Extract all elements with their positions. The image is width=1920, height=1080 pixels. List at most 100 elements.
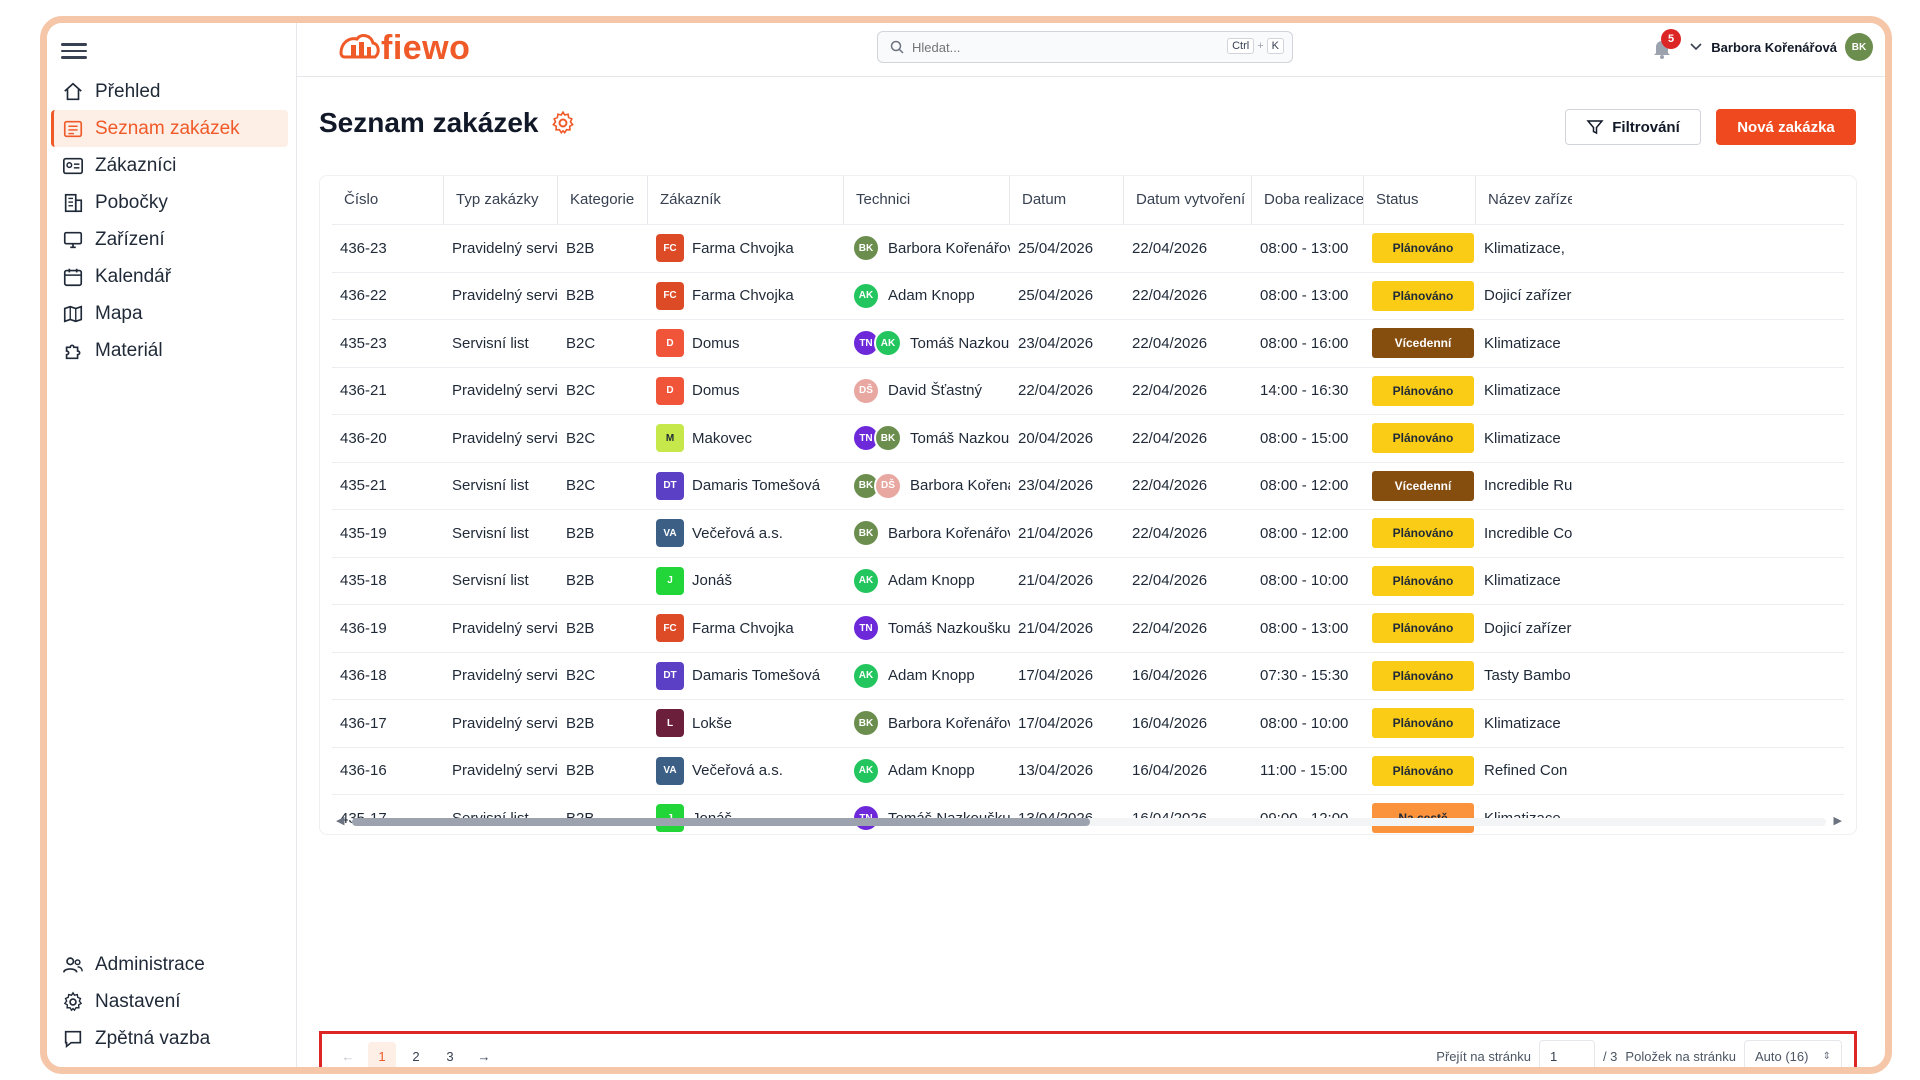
cell-datum: 23/04/2026 [1010,463,1124,510]
column-header[interactable]: Doba realizace [1252,176,1364,224]
table-row[interactable]: 436-17 Pravidelný servis B2B L Lokše BK Barbor… [332,699,1844,747]
created-date: 22/04/2026 [1132,429,1208,447]
cell-cislo: 436-22 [332,273,444,320]
new-order-button[interactable]: Nová zakázka [1716,109,1856,145]
notifications-button[interactable]: 5 [1651,29,1681,61]
prev-page-button[interactable]: ← [341,1048,355,1064]
order-number: 436-23 [340,239,387,257]
customer-avatar: DT [656,661,684,690]
scroll-left-icon[interactable]: ◀ [336,815,345,827]
cell-datum-vytvoreni: 22/04/2026 [1124,415,1252,462]
sidebar-bottom-item-2[interactable]: Zpětná vazba [51,1020,288,1057]
gear-icon[interactable] [550,110,576,136]
column-header[interactable]: Datum vytvoření [1124,176,1252,224]
sidebar-item-7[interactable]: Materiál [51,332,288,369]
status-badge: Plánováno [1372,613,1474,644]
sidebar-item-1[interactable]: Seznam zakázek [51,110,288,147]
cell-doba: 08:00 - 13:00 [1252,225,1364,272]
technician-avatar: BK [852,709,880,738]
table-row[interactable]: 435-18 Servisní list B2B J Jonáš AK Adam Knopp… [332,556,1844,605]
category: B2B [566,619,595,637]
technician-avatar: AK [852,566,880,595]
table-row[interactable]: 436-20 Pravidelný servis B2C M Makovec TN BK To… [332,414,1844,462]
user-menu[interactable]: Barbora Kořenářová BK [1689,33,1873,61]
device-name: Dojicí zařízer [1484,619,1572,637]
search-box[interactable]: Ctrl + K [877,31,1293,63]
menu-toggle-icon[interactable] [61,39,87,63]
order-type: Servisní list [452,334,529,352]
category: B2C [566,477,596,495]
table-row[interactable]: 436-19 Pravidelný servis B2B FC Farma Chvojk… [332,604,1844,652]
customer-avatar: FC [656,281,684,310]
home-icon [61,80,85,104]
column-header[interactable]: Kategorie [558,176,648,224]
cell-status: Plánováno [1364,558,1476,605]
column-header[interactable]: Typ zakázky [444,176,558,224]
cell-zakaznik: DT Damaris Tomešová [648,463,844,510]
customer-name: Jonáš [692,572,733,590]
customer-avatar: L [656,709,684,738]
table-row[interactable]: 436-21 Pravidelný servis B2C D Domus DŠ David … [332,366,1844,415]
category: B2B [566,287,595,305]
horizontal-scrollbar[interactable]: ◀ ▶ [332,814,1846,828]
sidebar-item-0[interactable]: Přehled [51,73,288,110]
page-button-3[interactable]: 3 [446,1048,454,1064]
per-page-select[interactable]: Auto (16) ⇕ [1744,1040,1842,1067]
device-name: Klimatizace [1484,572,1561,590]
cell-doba: 14:00 - 16:30 [1252,368,1364,415]
column-header[interactable]: Technici [844,176,1010,224]
technician-avatar: BK [874,424,902,453]
cell-status: Vícedenní [1364,463,1476,510]
table-row[interactable]: 435-19 Servisní list B2B VA Večeřová a.s. BK B… [332,509,1844,557]
scroll-thumb[interactable] [352,818,1090,826]
page-button-1[interactable]: 1 [368,1042,396,1067]
order-type: Pravidelný servis [452,287,558,305]
column-header[interactable]: Datum [1010,176,1124,224]
order-number: 436-18 [340,667,387,685]
sidebar-item-label: Administrace [95,953,205,975]
cell-technici: AK Adam Knopp [844,748,1010,795]
table-row[interactable]: 436-16 Pravidelný servis B2B VA Večeřová a.s… [332,746,1844,795]
sidebar-bottom-item-1[interactable]: Nastavení [51,983,288,1020]
table-row[interactable]: 435-21 Servisní list B2C DT Damaris Tomešová… [332,461,1844,510]
sidebar-item-3[interactable]: Pobočky [51,184,288,221]
cell-datum: 20/04/2026 [1010,415,1124,462]
date: 23/04/2026 [1018,334,1094,352]
notification-badge: 5 [1661,29,1681,49]
cell-typ: Pravidelný servis [444,700,558,747]
page-button-2[interactable]: 2 [412,1048,420,1064]
scroll-right-icon[interactable]: ▶ [1833,815,1842,827]
created-date: 22/04/2026 [1132,287,1208,305]
column-header[interactable]: Status [1364,176,1476,224]
date: 25/04/2026 [1018,287,1094,305]
topbar: fiewo Ctrl + K 5 Barbora Kořenářová BK [297,23,1885,77]
search-shortcut: Ctrl + K [1227,38,1284,54]
device-name: Incredible Ru [1484,477,1572,495]
table-row[interactable]: 436-22 Pravidelný servis B2B FC Farma Chvojk… [332,271,1844,320]
cell-datum-vytvoreni: 16/04/2026 [1124,700,1252,747]
sidebar-bottom-item-0[interactable]: Administrace [51,946,288,983]
customer-name: Večeřová a.s. [692,762,783,780]
date: 17/04/2026 [1018,714,1094,732]
cell-cislo: 436-18 [332,653,444,700]
table-row[interactable]: 436-23 Pravidelný servis B2B FC Farma Chvojk… [332,224,1844,272]
goto-page-input[interactable] [1538,1040,1595,1067]
logo[interactable]: fiewo [337,29,470,68]
cell-status: Plánováno [1364,700,1476,747]
search-input[interactable] [912,39,1212,55]
sidebar-item-5[interactable]: Kalendář [51,258,288,295]
column-header[interactable]: Název zaříze [1488,191,1572,208]
sidebar-item-4[interactable]: Zařízení [51,221,288,258]
table-row[interactable]: 435-23 Servisní list B2C D Domus TN AK Tomáš Na… [332,319,1844,367]
column-header[interactable]: Zákazník [648,176,844,224]
user-name: Barbora Kořenářová [1711,39,1837,55]
sidebar-item-6[interactable]: Mapa [51,295,288,332]
column-header[interactable]: Číslo [332,176,444,224]
pagination-controls: Přejít na stránku / 3 Položek na stránku… [1436,1040,1842,1067]
filter-button[interactable]: Filtrování [1565,109,1701,145]
sidebar-item-2[interactable]: Zákazníci [51,147,288,184]
sidebar-item-label: Zákazníci [95,154,177,176]
next-page-button[interactable]: → [477,1048,491,1064]
table-row[interactable]: 436-18 Pravidelný servis B2C DT Damaris Tome… [332,651,1844,700]
